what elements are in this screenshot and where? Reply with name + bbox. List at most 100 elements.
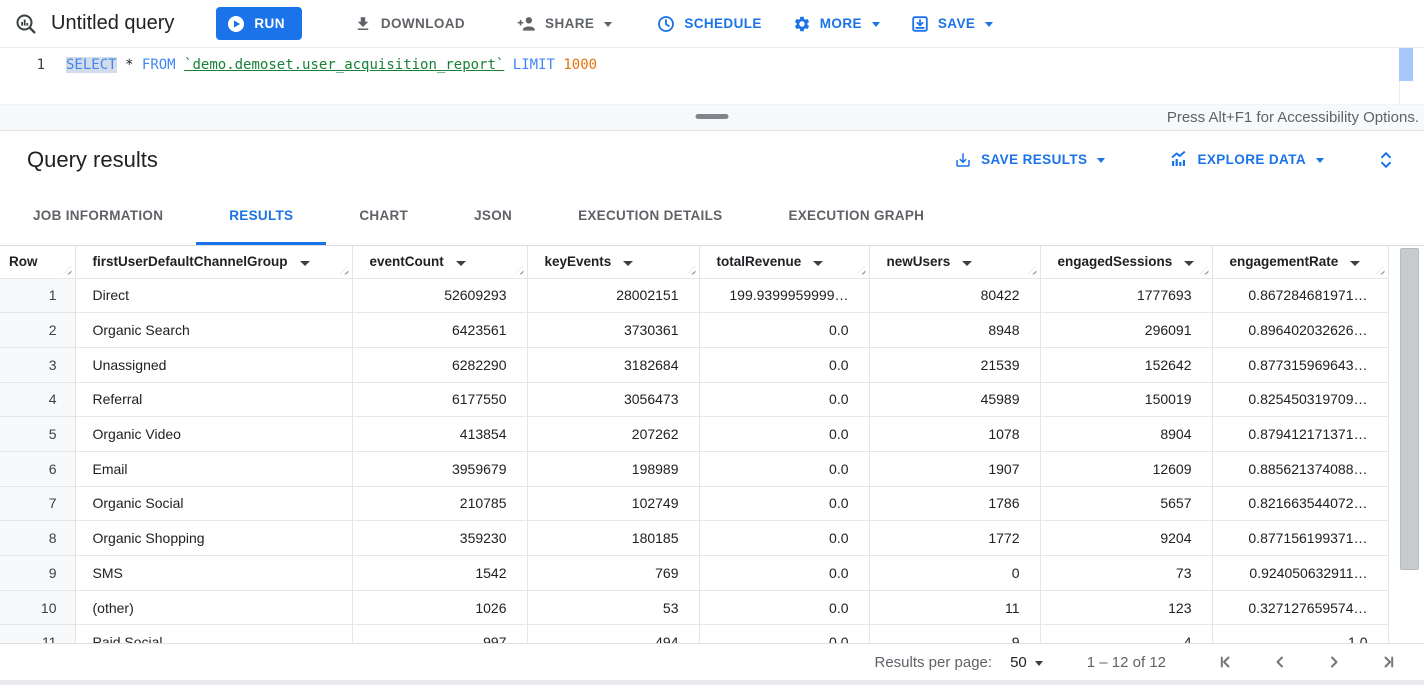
- table-cell[interactable]: 207262: [526, 416, 699, 452]
- table-cell[interactable]: 0.327127659574…: [1211, 590, 1389, 626]
- table-cell[interactable]: 45989: [868, 382, 1040, 418]
- column-dropdown-icon[interactable]: [962, 261, 973, 267]
- column-resize-handle[interactable]: [62, 265, 72, 275]
- column-header-firstUserDefaultChannelGroup[interactable]: firstUserDefaultChannelGroup: [74, 246, 352, 279]
- table-cell[interactable]: (other): [74, 590, 352, 626]
- table-cell[interactable]: Referral: [74, 382, 352, 418]
- save-button[interactable]: SAVE: [911, 15, 994, 33]
- table-cell[interactable]: 8948: [868, 312, 1040, 348]
- table-cell[interactable]: 198989: [526, 451, 699, 487]
- table-cell[interactable]: 152642: [1039, 347, 1212, 383]
- table-scrollbar-thumb[interactable]: [1400, 248, 1419, 570]
- table-cell[interactable]: Direct: [74, 278, 352, 314]
- table-cell[interactable]: 1.0: [1211, 624, 1389, 643]
- column-header-totalRevenue[interactable]: totalRevenue: [698, 246, 869, 279]
- column-resize-handle[interactable]: [856, 265, 866, 275]
- column-resize-handle[interactable]: [1375, 265, 1385, 275]
- table-cell[interactable]: Organic Social: [74, 486, 352, 522]
- tab-json[interactable]: JSON: [474, 207, 513, 223]
- tab-job-information[interactable]: JOB INFORMATION: [33, 207, 164, 223]
- table-cell[interactable]: Organic Search: [74, 312, 352, 348]
- schedule-button[interactable]: SCHEDULE: [657, 15, 761, 33]
- table-cell[interactable]: 6282290: [351, 347, 527, 383]
- column-resize-handle[interactable]: [339, 265, 349, 275]
- table-cell[interactable]: 0.877156199371…: [1211, 520, 1389, 556]
- table-cell[interactable]: 4: [1039, 624, 1212, 643]
- collapse-panel-button[interactable]: [1376, 150, 1396, 170]
- column-header-eventCount[interactable]: eventCount: [351, 246, 527, 279]
- table-cell[interactable]: 0.0: [698, 382, 869, 418]
- column-dropdown-icon[interactable]: [455, 261, 466, 267]
- table-cell[interactable]: Unassigned: [74, 347, 352, 383]
- table-cell[interactable]: Paid Social: [74, 624, 352, 643]
- prev-page-button[interactable]: [1260, 648, 1300, 676]
- last-page-button[interactable]: [1368, 648, 1408, 676]
- table-cell[interactable]: 0.885621374088…: [1211, 451, 1389, 487]
- table-cell[interactable]: 3056473: [526, 382, 699, 418]
- table-cell[interactable]: 0.0: [698, 486, 869, 522]
- share-button[interactable]: SHARE: [517, 14, 613, 33]
- table-cell[interactable]: 0.0: [698, 347, 869, 383]
- table-cell[interactable]: 12609: [1039, 451, 1212, 487]
- table-cell[interactable]: 0.821663544072…: [1211, 486, 1389, 522]
- tab-results[interactable]: RESULTS: [196, 188, 327, 245]
- table-cell[interactable]: 1078: [868, 416, 1040, 452]
- column-header-keyEvents[interactable]: keyEvents: [526, 246, 699, 279]
- table-cell[interactable]: Organic Video: [74, 416, 352, 452]
- table-cell[interactable]: 6177550: [351, 382, 527, 418]
- table-cell[interactable]: 1772: [868, 520, 1040, 556]
- download-button[interactable]: DOWNLOAD: [354, 15, 465, 33]
- table-cell[interactable]: 0.896402032626…: [1211, 312, 1389, 348]
- table-cell[interactable]: 494: [526, 624, 699, 643]
- table-cell[interactable]: 123: [1039, 590, 1212, 626]
- table-cell[interactable]: SMS: [74, 555, 352, 591]
- tab-execution-graph[interactable]: EXECUTION GRAPH: [788, 207, 925, 223]
- explore-data-button[interactable]: EXPLORE DATA: [1169, 150, 1324, 169]
- column-resize-handle[interactable]: [1199, 265, 1209, 275]
- sql-line[interactable]: SELECT * FROM `demo.demoset.user_acquisi…: [66, 48, 597, 104]
- table-cell[interactable]: 1907: [868, 451, 1040, 487]
- table-cell[interactable]: 5657: [1039, 486, 1212, 522]
- table-cell[interactable]: 413854: [351, 416, 527, 452]
- column-header-engagedSessions[interactable]: engagedSessions: [1039, 246, 1212, 279]
- table-cell[interactable]: 0.825450319709…: [1211, 382, 1389, 418]
- next-page-button[interactable]: [1314, 648, 1354, 676]
- table-cell[interactable]: Email: [74, 451, 352, 487]
- column-resize-handle[interactable]: [686, 265, 696, 275]
- tab-chart[interactable]: CHART: [359, 207, 409, 223]
- run-button[interactable]: RUN: [216, 7, 302, 40]
- column-resize-handle[interactable]: [1027, 265, 1037, 275]
- table-cell[interactable]: 210785: [351, 486, 527, 522]
- table-cell[interactable]: 28002151: [526, 278, 699, 314]
- column-header-Row[interactable]: Row: [0, 246, 75, 279]
- table-cell[interactable]: 0.0: [698, 624, 869, 643]
- panel-drag-handle[interactable]: [695, 114, 729, 119]
- table-cell[interactable]: 359230: [351, 520, 527, 556]
- table-cell[interactable]: 150019: [1039, 382, 1212, 418]
- table-cell[interactable]: 769: [526, 555, 699, 591]
- column-dropdown-icon[interactable]: [1184, 261, 1195, 267]
- table-cell[interactable]: 0.924050632911…: [1211, 555, 1389, 591]
- table-cell[interactable]: 0.867284681971…: [1211, 278, 1389, 314]
- table-cell[interactable]: 0.0: [698, 312, 869, 348]
- table-cell[interactable]: 180185: [526, 520, 699, 556]
- page-size-select[interactable]: 50: [1010, 654, 1043, 671]
- column-resize-handle[interactable]: [514, 265, 524, 275]
- table-cell[interactable]: 0.0: [698, 590, 869, 626]
- table-cell[interactable]: 199.9399959999…: [698, 278, 869, 314]
- table-cell[interactable]: 11: [868, 590, 1040, 626]
- table-cell[interactable]: 53: [526, 590, 699, 626]
- column-header-newUsers[interactable]: newUsers: [868, 246, 1040, 279]
- table-cell[interactable]: 1786: [868, 486, 1040, 522]
- table-cell[interactable]: 0.879412171371…: [1211, 416, 1389, 452]
- table-cell[interactable]: 102749: [526, 486, 699, 522]
- table-cell[interactable]: 0.0: [698, 555, 869, 591]
- table-cell[interactable]: 3182684: [526, 347, 699, 383]
- first-page-button[interactable]: [1206, 648, 1246, 676]
- table-cell[interactable]: 296091: [1039, 312, 1212, 348]
- table-cell[interactable]: 3959679: [351, 451, 527, 487]
- table-cell[interactable]: 1026: [351, 590, 527, 626]
- horizontal-scrollbar-track[interactable]: [0, 680, 1424, 685]
- table-cell[interactable]: 3730361: [526, 312, 699, 348]
- table-cell[interactable]: 73: [1039, 555, 1212, 591]
